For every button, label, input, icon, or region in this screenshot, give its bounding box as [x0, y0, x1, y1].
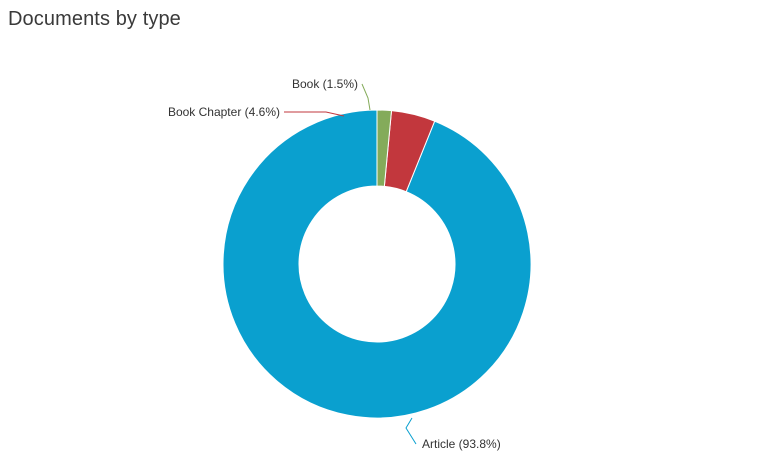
data-label-book-chapter: Book Chapter (4.6%): [168, 105, 280, 119]
leader-lines-group: [284, 83, 417, 445]
leader-line-book-chapter: [284, 111, 345, 117]
leader-line-article: [405, 417, 417, 445]
chart-title: Documents by type: [8, 8, 181, 30]
slice-book[interactable]: [376, 109, 393, 187]
slice-article[interactable]: [222, 109, 532, 419]
data-label-book: Book (1.5%): [292, 77, 358, 91]
data-labels-group: Article (93.8%) Book Chapter (4.6%) Book (…: [168, 77, 501, 451]
data-label-article: Article (93.8%): [422, 437, 501, 451]
leader-line-book: [361, 83, 371, 111]
slices-group: [222, 109, 532, 419]
